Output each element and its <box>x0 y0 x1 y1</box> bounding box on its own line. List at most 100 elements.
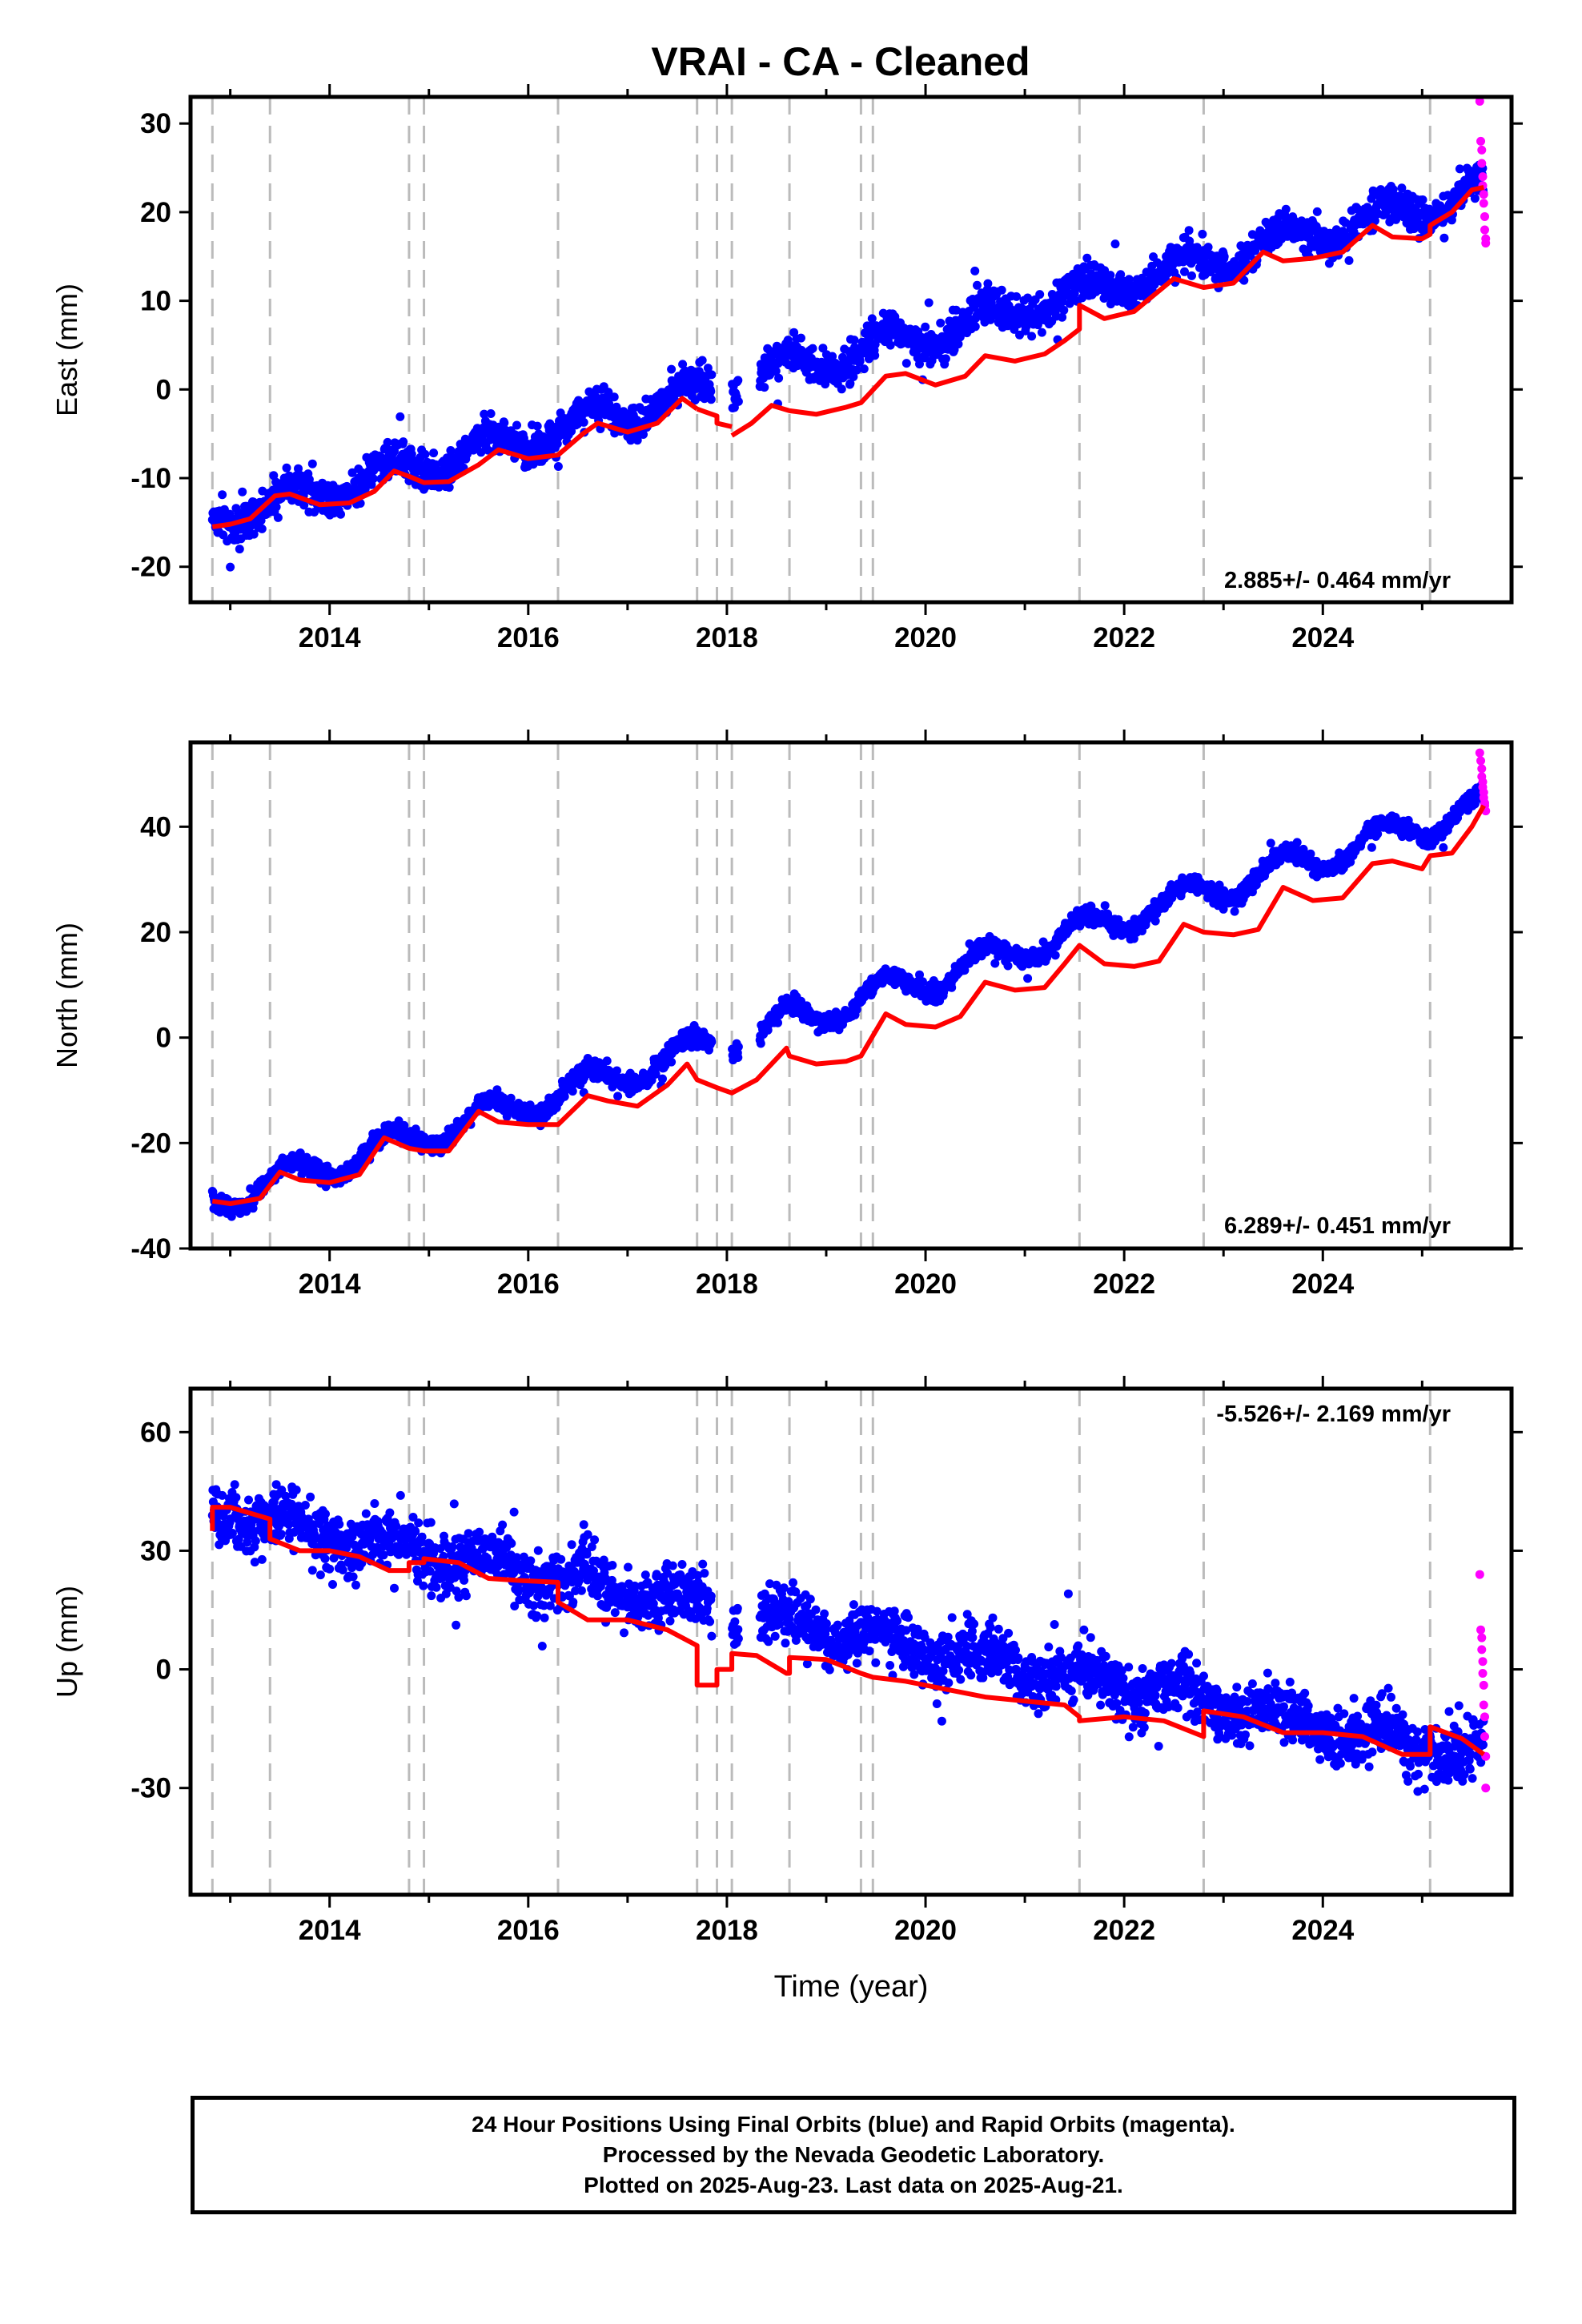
data-point <box>970 322 980 332</box>
data-point <box>651 1069 661 1079</box>
x-tick-label: 2014 <box>299 622 361 653</box>
north-panel: North (mm) 6.289+/- 0.451 mm/yr -40-2002… <box>50 730 1523 1300</box>
data-point <box>1215 274 1225 283</box>
data-point <box>973 280 982 290</box>
data-point <box>1100 901 1110 911</box>
data-point <box>1050 951 1060 960</box>
data-point <box>667 364 677 374</box>
data-point <box>733 1053 743 1062</box>
data-point <box>1292 838 1302 847</box>
rapid-point <box>1481 239 1491 248</box>
data-point <box>271 502 281 512</box>
data-point <box>429 448 439 458</box>
data-point <box>235 545 244 554</box>
data-point <box>396 412 405 421</box>
data-point <box>519 433 528 443</box>
data-point <box>733 376 743 385</box>
data-point <box>774 373 784 383</box>
rapid-point <box>1480 225 1490 235</box>
rapid-point <box>1479 199 1488 208</box>
east-model-line <box>696 406 733 429</box>
data-point <box>837 384 846 394</box>
data-point <box>532 421 542 431</box>
data-point <box>299 501 309 510</box>
data-point <box>1037 328 1046 337</box>
data-point <box>1012 292 1022 301</box>
data-point <box>1203 243 1213 252</box>
data-point <box>658 1074 667 1084</box>
data-point <box>1185 236 1195 246</box>
data-point <box>983 279 993 288</box>
data-point <box>500 418 509 428</box>
east-rapid-points <box>1475 97 1491 248</box>
data-point <box>1150 916 1160 926</box>
figure-title: VRAI - CA - Cleaned <box>651 39 1030 84</box>
data-point <box>1110 239 1120 249</box>
rapid-point <box>1475 97 1484 107</box>
data-point <box>567 427 576 436</box>
data-point <box>609 392 619 402</box>
data-point <box>1418 195 1427 204</box>
data-point <box>808 344 817 353</box>
data-point <box>1397 183 1407 193</box>
data-point <box>1187 271 1196 280</box>
data-point <box>733 396 743 406</box>
north-rate-label: 6.289+/- 0.451 mm/yr <box>1224 1213 1451 1239</box>
data-point <box>1373 829 1383 838</box>
data-point <box>1059 305 1069 315</box>
data-point <box>612 1066 621 1076</box>
data-point <box>1367 842 1376 852</box>
data-point <box>512 420 521 430</box>
y-tick-label: 30 <box>140 108 171 139</box>
data-point <box>924 298 934 308</box>
data-point <box>885 340 895 350</box>
data-point <box>1236 241 1246 251</box>
data-point <box>1038 937 1048 947</box>
rapid-point <box>1478 172 1488 182</box>
data-point <box>273 513 283 522</box>
data-point <box>613 1092 623 1101</box>
data-point <box>867 314 877 324</box>
east-model-line <box>211 396 699 529</box>
data-point <box>667 1057 677 1067</box>
data-point <box>707 1037 717 1047</box>
y-tick-label: -10 <box>130 463 171 494</box>
east-final-points <box>207 160 1488 572</box>
north-plot-area <box>207 742 1491 1248</box>
rapid-point <box>1477 159 1487 168</box>
rapid-point <box>1480 211 1490 221</box>
data-point <box>756 1039 765 1048</box>
data-point <box>1100 266 1110 275</box>
data-point <box>703 364 713 373</box>
data-point <box>446 446 456 455</box>
data-point <box>947 983 957 992</box>
data-point <box>219 530 228 540</box>
data-point <box>852 365 861 375</box>
data-point <box>706 395 716 404</box>
data-point <box>238 487 247 497</box>
east-frame <box>188 94 1514 605</box>
x-tick-label: 2022 <box>1093 622 1155 653</box>
data-point <box>941 354 950 364</box>
data-point <box>915 360 924 369</box>
data-point <box>525 1100 535 1110</box>
data-point <box>1003 961 1013 971</box>
data-point <box>760 383 769 392</box>
data-point <box>859 364 869 374</box>
data-point <box>849 336 859 345</box>
data-point <box>1023 974 1033 983</box>
y-tick-label: 20 <box>140 197 171 228</box>
x-tick-label: 2018 <box>696 622 758 653</box>
data-point <box>579 417 588 427</box>
data-point <box>502 1112 512 1121</box>
x-tick-label: 2024 <box>1291 622 1354 653</box>
data-point <box>917 977 927 987</box>
data-point <box>486 409 496 418</box>
data-point <box>602 1056 612 1066</box>
y-tick-label: 10 <box>140 286 171 317</box>
data-point <box>1370 216 1379 226</box>
data-point <box>1470 194 1480 203</box>
x-tick-label: 2016 <box>497 622 560 653</box>
data-point <box>1344 255 1354 265</box>
data-point <box>444 483 454 493</box>
